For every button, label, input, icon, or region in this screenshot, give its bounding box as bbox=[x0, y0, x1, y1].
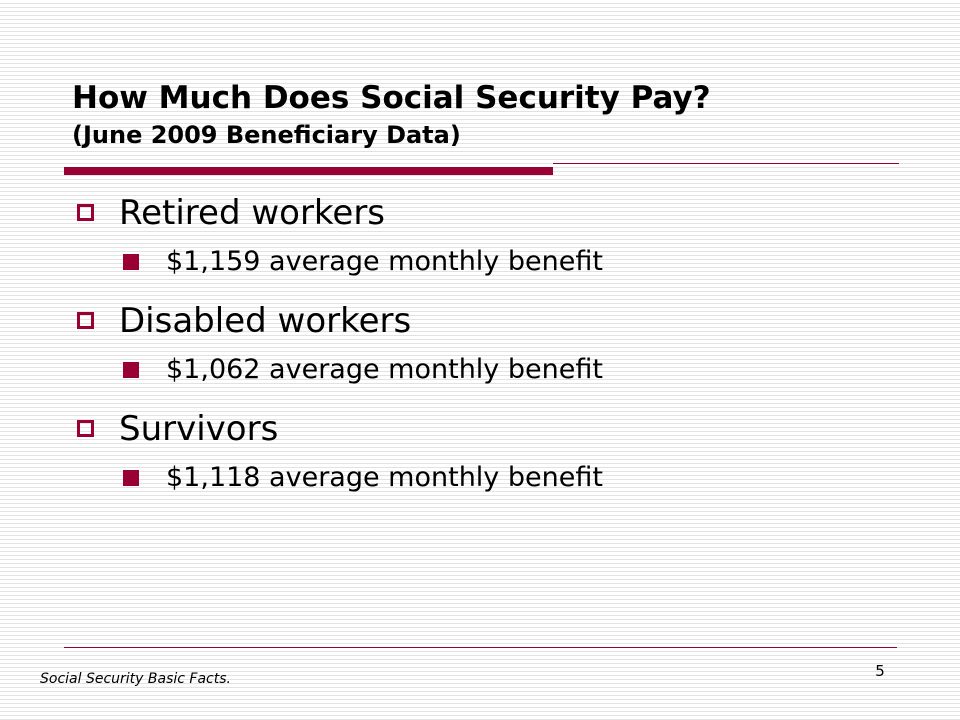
slide-title-main: How Much Does Social Security Pay? bbox=[72, 80, 711, 116]
filled-square-bullet-icon bbox=[123, 362, 139, 378]
bullet-list: Retired workers $1,159 average monthly b… bbox=[76, 190, 916, 514]
bullet-label: Retired workers bbox=[119, 193, 386, 233]
slide-title: How Much Does Social Security Pay? (June… bbox=[72, 78, 892, 152]
sub-bullet-label: $1,159 average monthly benefit bbox=[166, 246, 603, 277]
sub-bullet-label: $1,118 average monthly benefit bbox=[166, 462, 603, 493]
bullet-item-disabled-workers: Disabled workers bbox=[76, 298, 916, 352]
bullet-label: Survivors bbox=[119, 409, 279, 449]
slide-title-subtitle: (June 2009 Beneficiary Data) bbox=[72, 121, 461, 149]
bullet-item-retired-workers: Retired workers bbox=[76, 190, 916, 244]
sub-bullet-item-disabled-benefit: $1,062 average monthly benefit bbox=[76, 352, 916, 406]
title-divider-thin bbox=[553, 163, 899, 164]
bullet-item-survivors: Survivors bbox=[76, 406, 916, 460]
filled-square-bullet-icon bbox=[123, 470, 139, 486]
filled-square-bullet-icon bbox=[123, 254, 139, 270]
footer-source-note: Social Security Basic Facts. bbox=[40, 671, 231, 687]
sub-bullet-item-retired-benefit: $1,159 average monthly benefit bbox=[76, 244, 916, 298]
page-number: 5 bbox=[875, 662, 885, 680]
footer-divider bbox=[64, 647, 897, 648]
hollow-square-bullet-icon bbox=[77, 204, 94, 221]
sub-bullet-label: $1,062 average monthly benefit bbox=[166, 354, 603, 385]
hollow-square-bullet-icon bbox=[77, 312, 94, 329]
title-divider-thick bbox=[64, 167, 553, 175]
hollow-square-bullet-icon bbox=[77, 420, 94, 437]
sub-bullet-item-survivors-benefit: $1,118 average monthly benefit bbox=[76, 460, 916, 514]
bullet-label: Disabled workers bbox=[119, 301, 412, 341]
